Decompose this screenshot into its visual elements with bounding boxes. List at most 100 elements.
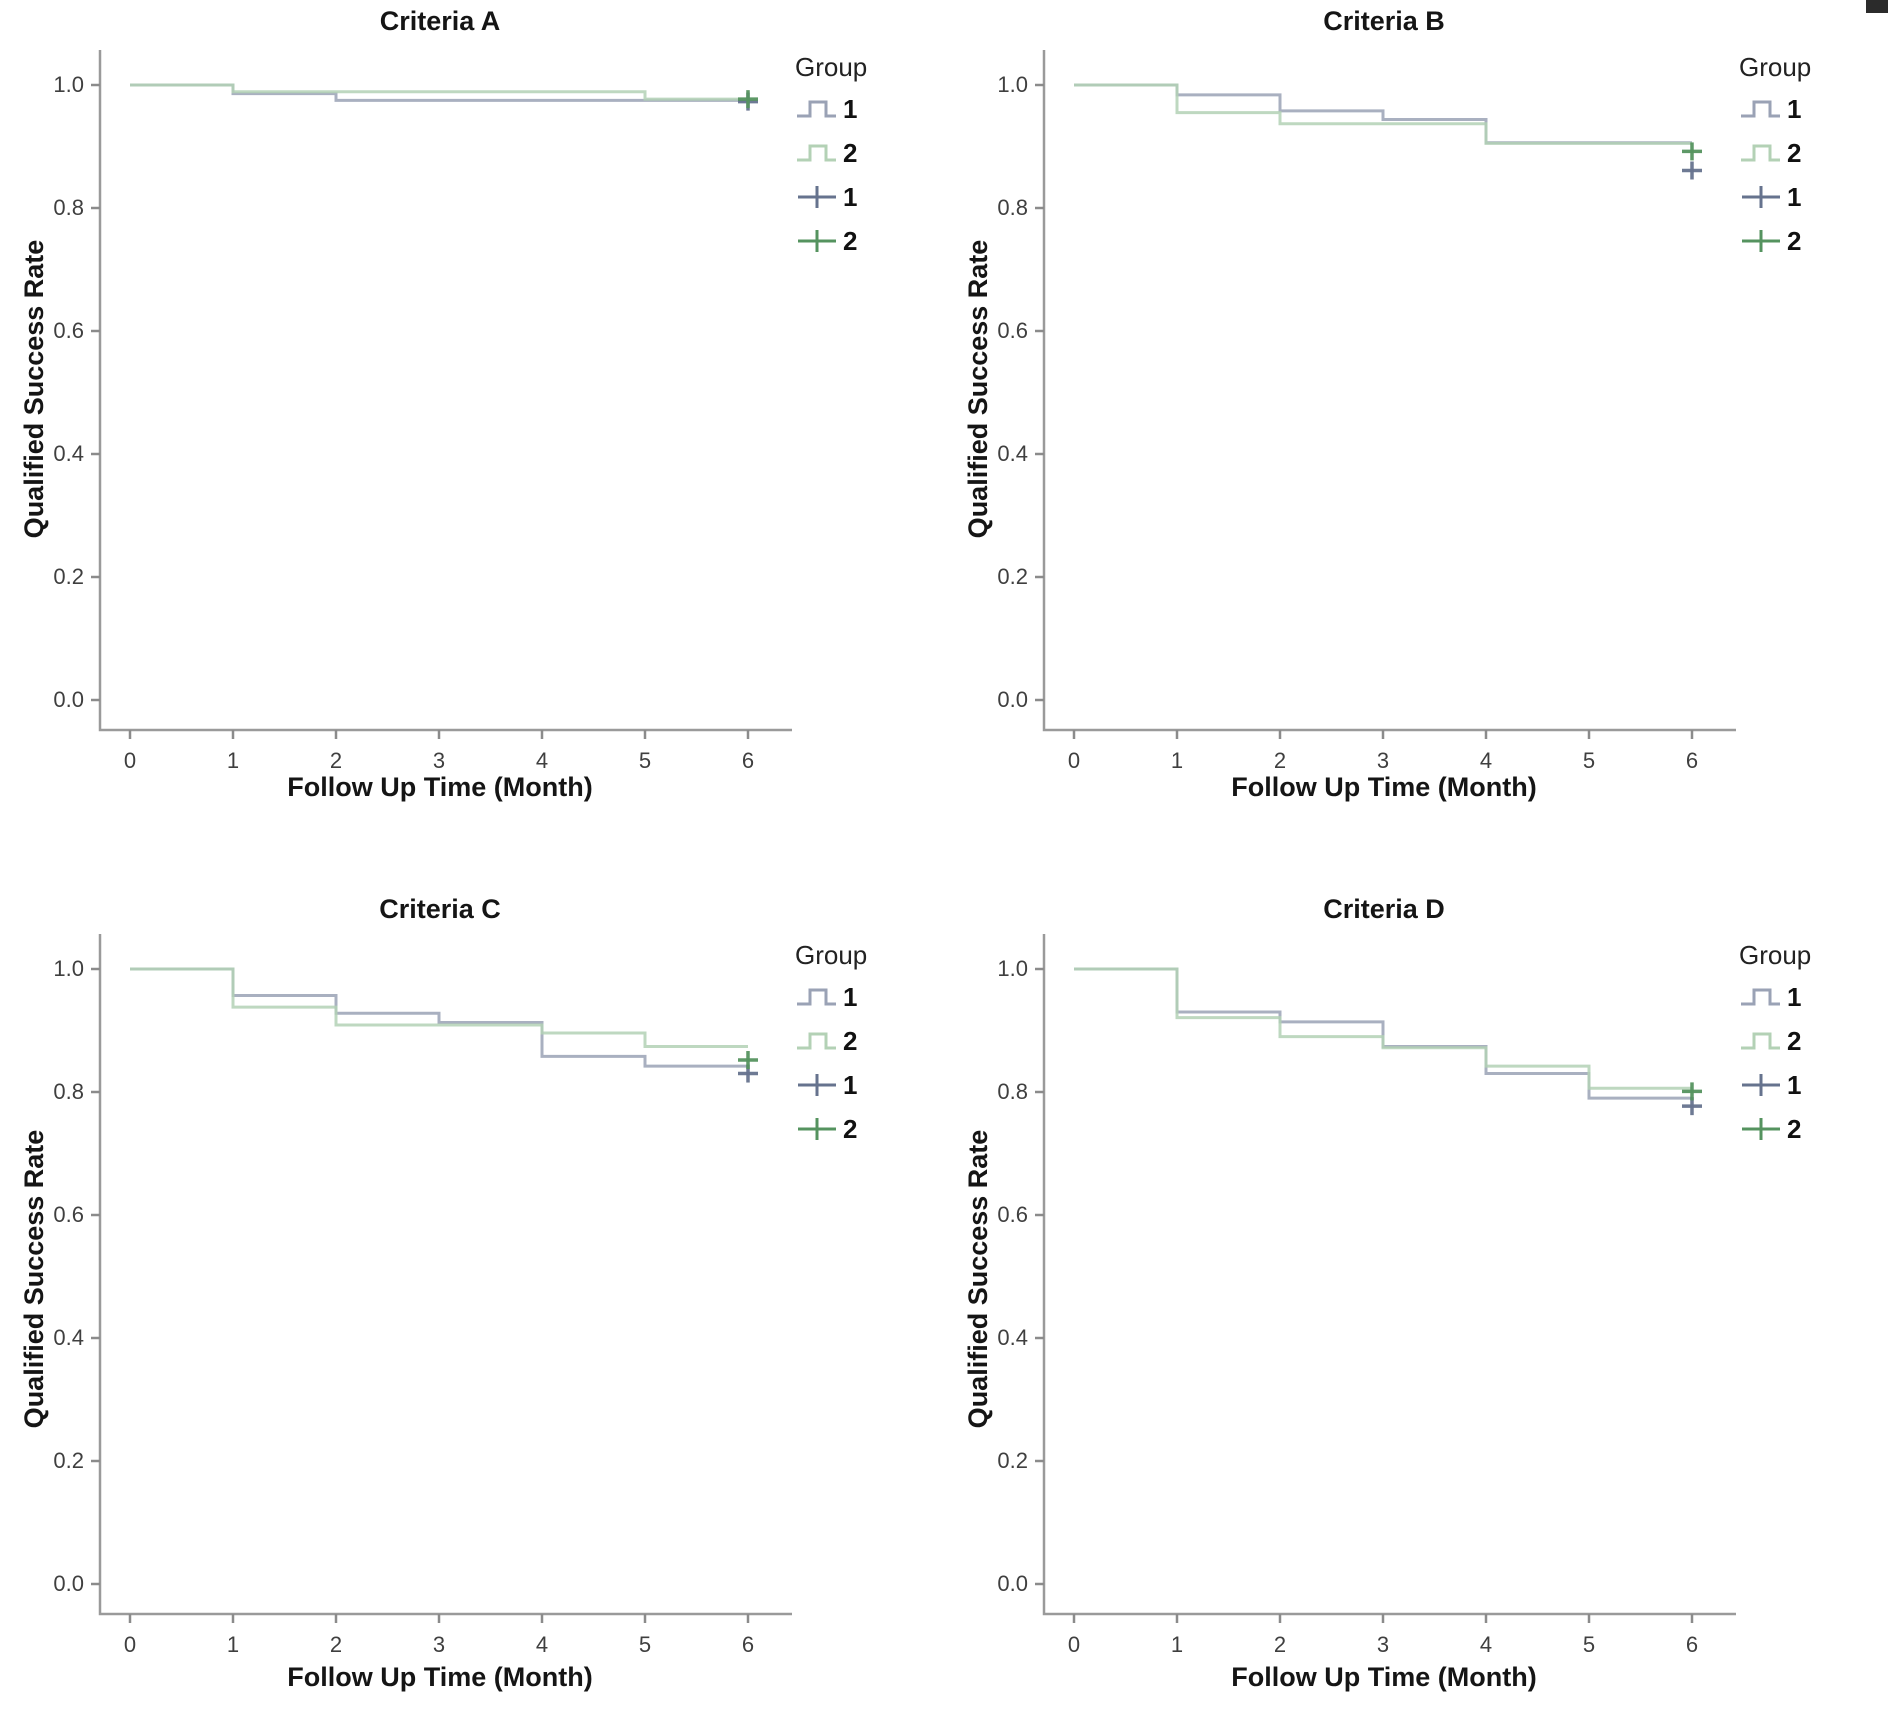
legend-item-group2-censored: 2: [795, 1113, 945, 1145]
legend-item-group1-censored: 1: [795, 181, 945, 213]
survival-curve-group-2: [130, 967, 748, 1048]
km-plot-criteria-a: 1.0 0.8 0.6 0.4 0.2 0.0 0 1 2 3 4 5 6: [53, 50, 792, 773]
legend-item-group2-line: 2: [1739, 137, 1888, 169]
legend-item-label: 2: [1787, 1025, 1802, 1056]
x-tick-label: 3: [1377, 748, 1389, 773]
legend-item-group2-line: 2: [795, 137, 945, 169]
x-tick-label: 4: [1480, 748, 1492, 773]
x-tick-label: 0: [124, 748, 136, 773]
y-tick-label: 0.2: [997, 564, 1028, 589]
y-tick-label: 0.6: [53, 1202, 84, 1227]
legend-item-label: 2: [843, 225, 858, 256]
y-tick-label: 1.0: [997, 956, 1028, 981]
y-tick-label: 0.2: [53, 564, 84, 589]
survival-curve-group-2: [1074, 967, 1692, 1090]
legend-item-label: 1: [1787, 93, 1802, 124]
step-line-icon: [1741, 1032, 1780, 1050]
x-tick-label: 6: [742, 1632, 754, 1657]
x-tick-label: 2: [330, 1632, 342, 1657]
y-tick-label: 0.4: [997, 1325, 1028, 1350]
y-tick-label: 0.8: [53, 1079, 84, 1104]
legend-item-group1-line: 1: [1739, 93, 1888, 125]
y-tick-label: 1.0: [997, 72, 1028, 97]
legend-item-label: 2: [843, 137, 858, 168]
legend: Group 1 2 1 2: [795, 52, 945, 269]
panel-criteria-b: 1.0 0.8 0.6 0.4 0.2 0.0 0 1 2 3 4 5 6 Criteria B Qua…: [944, 0, 1888, 858]
step-line-icon: [797, 988, 836, 1006]
y-axis-label: Qualified Success Rate: [19, 1129, 49, 1429]
x-tick-label: 3: [1377, 1632, 1389, 1657]
legend-item-label: 1: [1787, 981, 1802, 1012]
axis-spine: [1042, 934, 1736, 1616]
y-tick-label: 0.8: [53, 195, 84, 220]
y-tick-label: 0.2: [997, 1448, 1028, 1473]
survival-curve-group-1: [130, 967, 748, 1068]
x-tick-label: 2: [1274, 1632, 1286, 1657]
y-axis-label: Qualified Success Rate: [963, 239, 993, 539]
legend-item-group1-line: 1: [795, 93, 945, 125]
x-tick-label: 1: [1171, 748, 1183, 773]
x-tick-label: 4: [536, 748, 548, 773]
plus-censored-icon: [1742, 1074, 1780, 1096]
plus-censored-icon: [1742, 1118, 1780, 1140]
x-tick-label: 6: [742, 748, 754, 773]
x-tick-label: 4: [1480, 1632, 1492, 1657]
legend-item-group2-line: 2: [1739, 1025, 1888, 1057]
legend-item-label: 1: [843, 93, 858, 124]
x-tick-label: 1: [1171, 1632, 1183, 1657]
plus-censored-icon: [798, 230, 836, 252]
legend-item-group1-line: 1: [1739, 981, 1888, 1013]
legend-title: Group: [795, 52, 868, 82]
legend-item-group1-censored: 1: [1739, 181, 1888, 213]
legend: Group 1 2 1 2: [795, 940, 945, 1157]
panel-title: Criteria C: [379, 894, 501, 924]
y-tick-label: 0.0: [53, 1571, 84, 1596]
x-tick-label: 0: [124, 1632, 136, 1657]
legend-item-label: 1: [1787, 1069, 1802, 1100]
y-tick-label: 0.2: [53, 1448, 84, 1473]
y-tick-label: 0.6: [997, 318, 1028, 343]
panel-title: Criteria A: [379, 6, 501, 36]
y-tick-label: 0.8: [997, 1079, 1028, 1104]
survival-curve-group-2: [1074, 83, 1692, 145]
x-tick-label: 0: [1068, 1632, 1080, 1657]
step-line-icon: [797, 1032, 836, 1050]
legend: Group 1 2 1 2: [1739, 52, 1888, 269]
x-axis-label: Follow Up Time (Month): [287, 1662, 593, 1692]
x-axis-label: Follow Up Time (Month): [1231, 772, 1537, 802]
panel-title: Criteria D: [1323, 894, 1445, 924]
step-line-icon: [1741, 988, 1780, 1006]
legend-item-label: 2: [1787, 137, 1802, 168]
legend-item-group1-censored: 1: [795, 1069, 945, 1101]
y-tick-label: 0.4: [53, 1325, 84, 1350]
panel-title: Criteria B: [1323, 6, 1445, 36]
y-tick-label: 0.0: [997, 687, 1028, 712]
y-tick-label: 1.0: [53, 956, 84, 981]
y-tick-label: 0.0: [53, 687, 84, 712]
plus-censored-icon: [798, 186, 836, 208]
x-tick-label: 3: [433, 1632, 445, 1657]
x-tick-label: 6: [1686, 748, 1698, 773]
x-tick-label: 5: [1583, 748, 1595, 773]
step-line-icon: [797, 144, 836, 162]
legend-title: Group: [1739, 52, 1812, 82]
step-line-icon: [1741, 100, 1780, 118]
legend-item-group2-censored: 2: [795, 225, 945, 257]
x-tick-label: 2: [1274, 748, 1286, 773]
y-tick-label: 0.6: [997, 1202, 1028, 1227]
legend-item-label: 1: [843, 1069, 858, 1100]
axis-spine: [98, 934, 792, 1616]
legend-item-group1-line: 1: [795, 981, 945, 1013]
axis-spine: [98, 50, 792, 732]
panel-criteria-a: 1.0 0.8 0.6 0.4 0.2 0.0 0 1 2 3 4 5 6 Criteria A Qua…: [0, 0, 944, 858]
legend-item-label: 1: [1787, 181, 1802, 212]
legend-item-group2-line: 2: [795, 1025, 945, 1057]
step-line-icon: [797, 100, 836, 118]
legend-item-label: 2: [1787, 225, 1802, 256]
x-axis-label: Follow Up Time (Month): [287, 772, 593, 802]
x-tick-label: 6: [1686, 1632, 1698, 1657]
x-tick-label: 2: [330, 748, 342, 773]
x-tick-label: 3: [433, 748, 445, 773]
km-plot-criteria-c: 1.0 0.8 0.6 0.4 0.2 0.0 0 1 2 3 4 5 6: [53, 934, 792, 1657]
